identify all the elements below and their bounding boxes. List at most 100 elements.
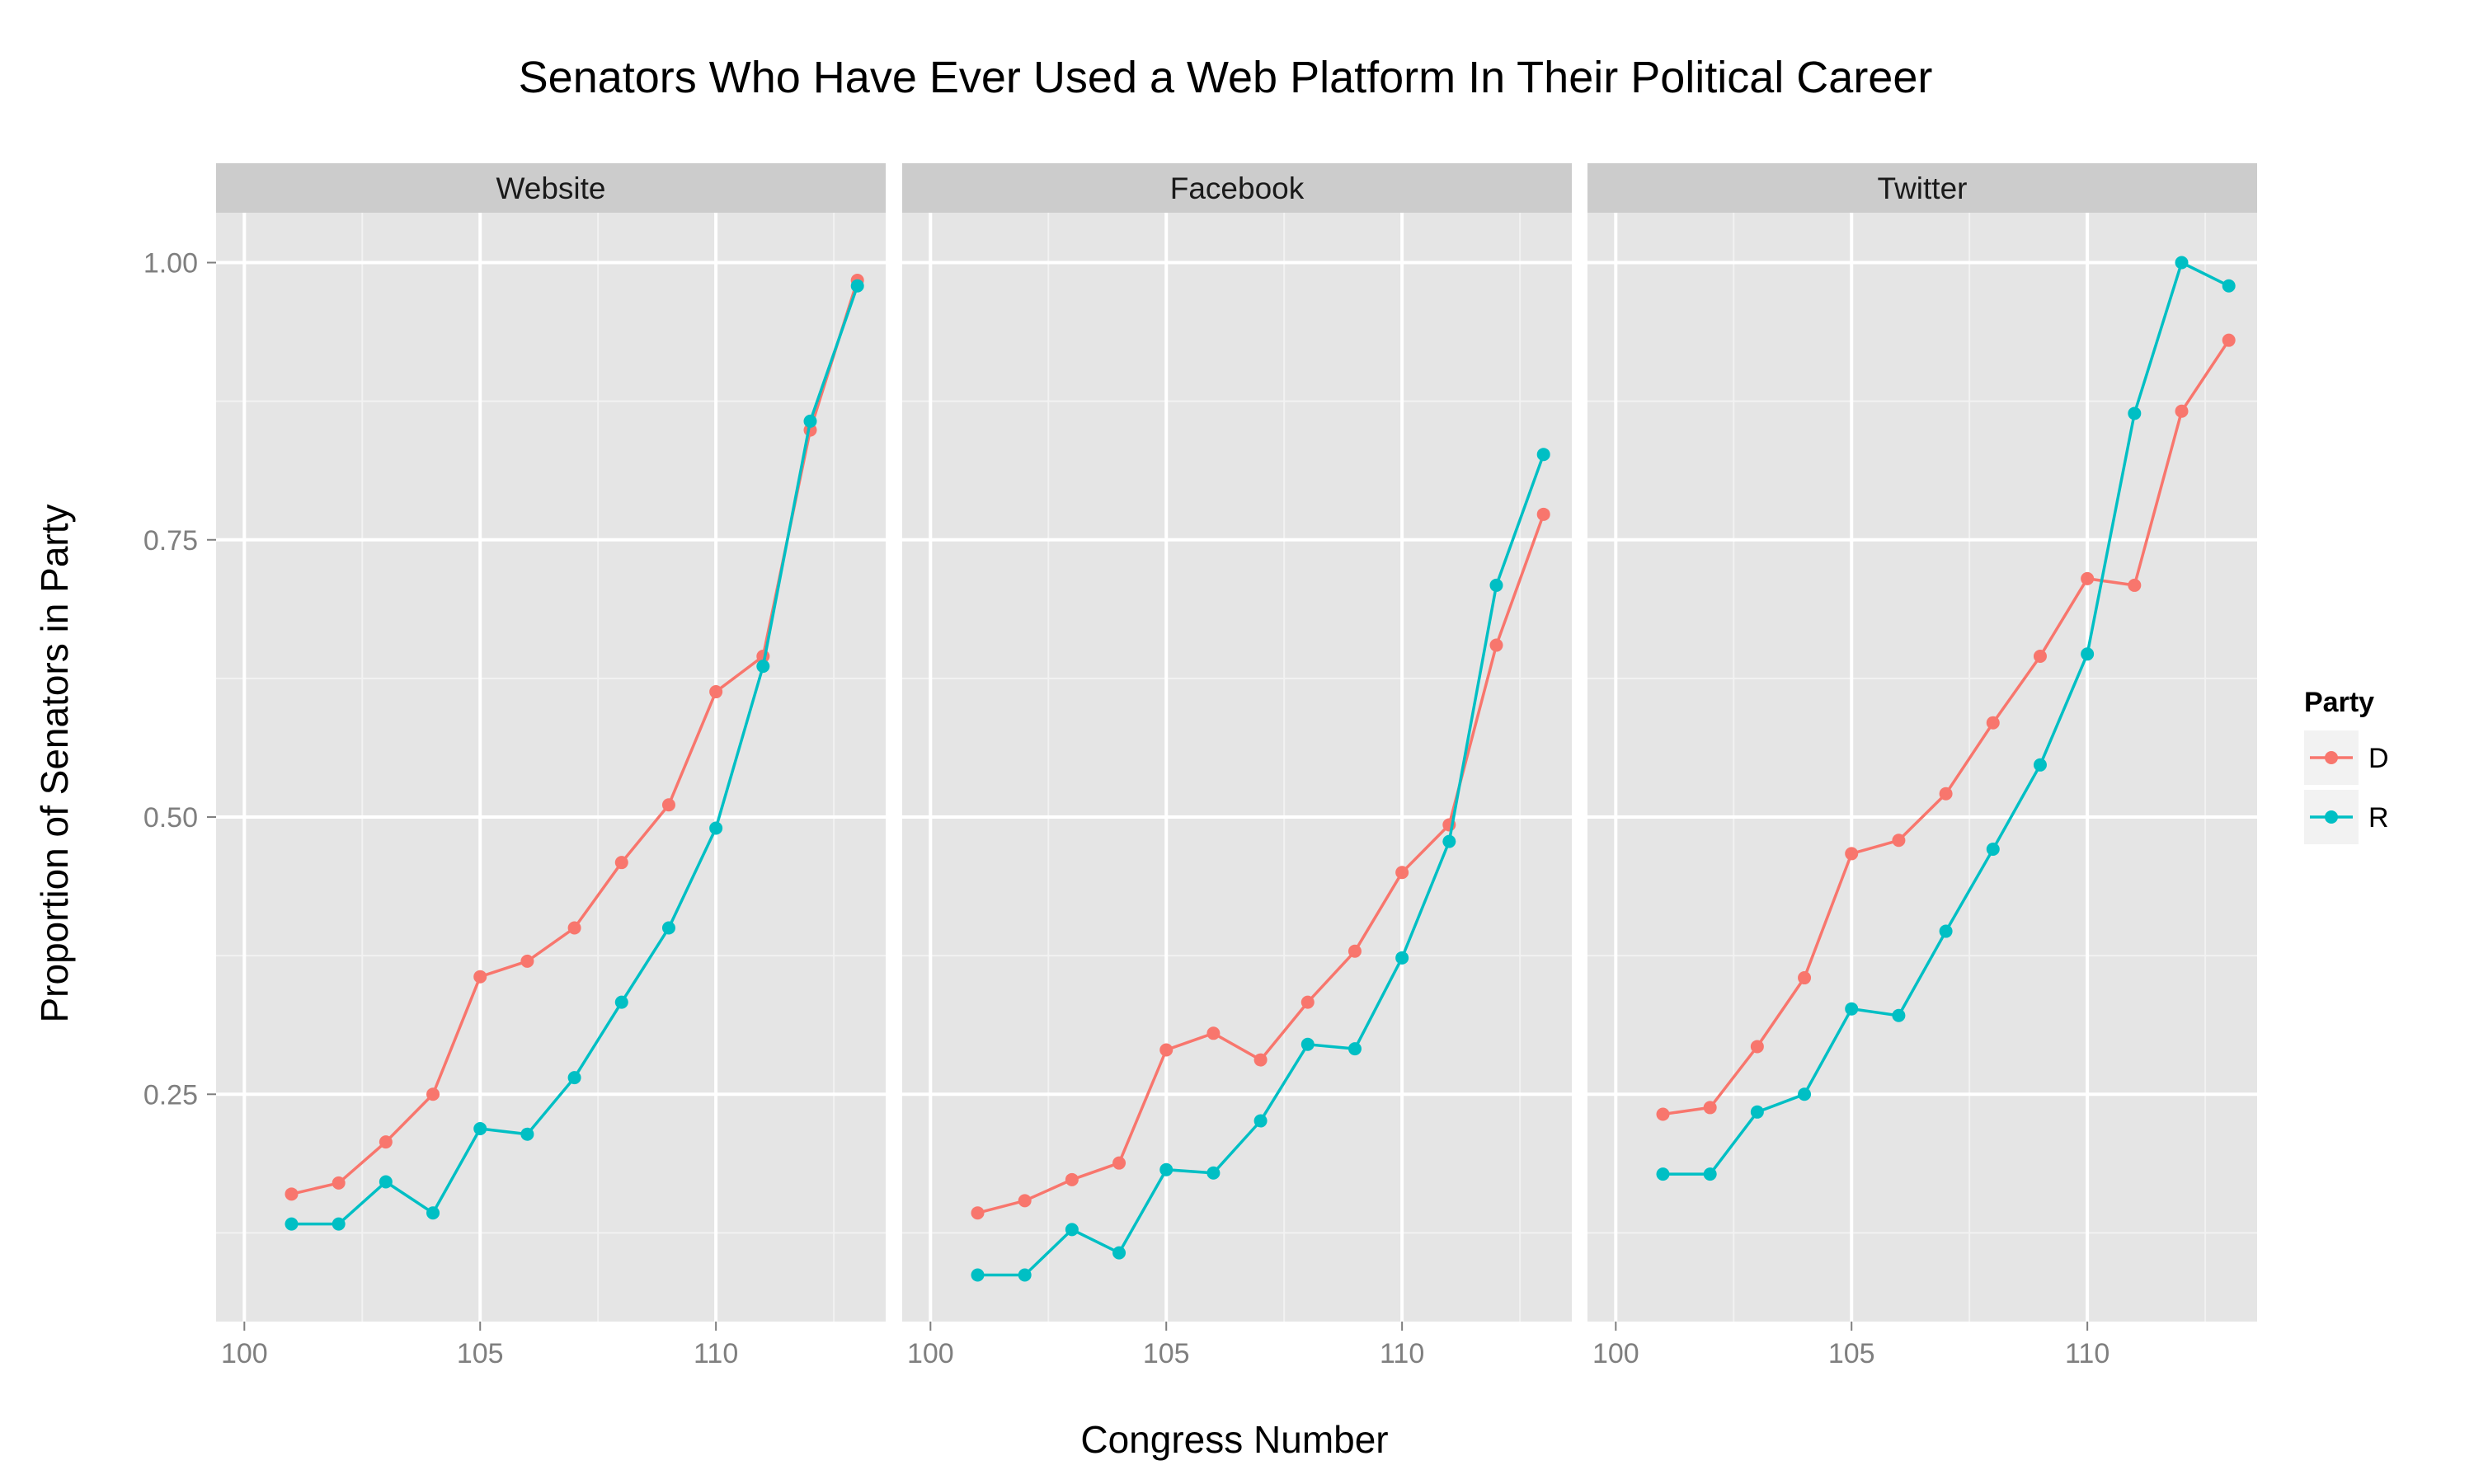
data-point-r <box>1065 1223 1079 1237</box>
data-point-r <box>709 821 723 835</box>
data-point-r <box>1018 1268 1032 1282</box>
facet-strip-label: Twitter <box>1878 171 1968 205</box>
data-point-r <box>567 1071 581 1085</box>
panel-website: Website <box>216 163 886 1322</box>
data-point-d <box>1300 995 1315 1009</box>
data-point-d <box>1206 1026 1221 1040</box>
data-point-r <box>473 1121 487 1135</box>
x-tick-label: 110 <box>1380 1338 1424 1369</box>
facet-panels: Website Facebook Twitter <box>216 163 2257 1322</box>
chart-title: Senators Who Have Ever Used a Web Platfo… <box>519 53 1933 102</box>
data-point-r <box>1536 448 1550 462</box>
data-point-d <box>1159 1043 1174 1057</box>
data-point-d <box>379 1135 393 1149</box>
data-point-r <box>1798 1087 1812 1101</box>
data-point-d <box>1536 507 1550 521</box>
x-tick-label: 100 <box>221 1338 268 1369</box>
legend-title: Party <box>2304 687 2374 718</box>
data-point-r <box>1348 1042 1362 1056</box>
data-point-d <box>1253 1053 1268 1067</box>
x-tick-label: 110 <box>2065 1338 2109 1369</box>
legend-entry-r: R <box>2304 790 2389 844</box>
y-tick-label: 1.00 <box>143 248 198 279</box>
data-point-d <box>1065 1172 1079 1186</box>
data-point-r <box>379 1175 393 1189</box>
y-axis: 0.25 0.50 0.75 1.00 <box>143 248 216 1111</box>
data-point-r <box>426 1206 440 1220</box>
data-point-d <box>971 1206 985 1220</box>
data-point-d <box>426 1087 440 1101</box>
data-point-d <box>2175 404 2189 418</box>
data-point-r <box>1489 578 1503 592</box>
data-point-r <box>1159 1162 1174 1176</box>
panel-facebook: Facebook <box>902 163 1572 1322</box>
data-point-d <box>1845 847 1859 861</box>
data-point-d <box>1395 866 1409 880</box>
y-axis-title: Proportion of Senators in Party <box>33 505 76 1023</box>
data-point-r <box>332 1217 346 1231</box>
legend: Party DR <box>2304 687 2389 844</box>
data-point-r <box>971 1268 985 1282</box>
x-tick-label: 105 <box>1143 1338 1190 1369</box>
x-axis-title: Congress Number <box>1080 1418 1388 1461</box>
data-point-r <box>1656 1167 1670 1181</box>
x-tick-label: 100 <box>907 1338 954 1369</box>
data-point-r <box>1845 1002 1859 1016</box>
facet-strip <box>902 163 1572 213</box>
legend-key-point <box>2325 810 2338 824</box>
data-point-d <box>1986 716 2000 730</box>
data-point-r <box>803 414 817 428</box>
data-point-r <box>285 1217 299 1231</box>
data-point-r <box>520 1127 534 1141</box>
data-point-d <box>473 970 487 984</box>
x-axis: 100 105 110 100 105 110 100 105 110 <box>221 1322 2109 1369</box>
data-point-r <box>2033 758 2047 772</box>
data-point-d <box>2222 333 2236 347</box>
data-point-r <box>2128 406 2142 420</box>
data-point-r <box>1112 1246 1126 1260</box>
data-point-r <box>1395 951 1409 965</box>
facet-strip <box>216 163 886 213</box>
data-point-r <box>614 995 628 1009</box>
y-tick-label: 0.75 <box>143 525 198 556</box>
data-point-d <box>1112 1156 1126 1170</box>
data-point-r <box>1703 1167 1717 1181</box>
data-point-r <box>1750 1105 1764 1119</box>
panel-twitter: Twitter <box>1587 163 2257 1322</box>
data-point-r <box>2222 279 2236 293</box>
data-point-d <box>520 954 534 968</box>
data-point-r <box>1253 1114 1268 1128</box>
data-point-d <box>332 1176 346 1190</box>
x-tick-label: 100 <box>1592 1338 1639 1369</box>
data-point-d <box>2081 571 2095 585</box>
legend-key-point <box>2325 751 2338 764</box>
data-point-d <box>2128 578 2142 592</box>
data-point-d <box>1703 1101 1717 1115</box>
data-point-r <box>850 279 864 293</box>
facet-strip-label: Facebook <box>1170 171 1305 205</box>
data-point-r <box>661 921 675 935</box>
legend-entry-d: D <box>2304 730 2389 785</box>
y-tick-label: 0.25 <box>143 1079 198 1111</box>
data-point-d <box>1489 638 1503 652</box>
panel-background <box>902 213 1572 1322</box>
y-tick-label: 0.50 <box>143 802 198 834</box>
data-point-r <box>2175 256 2189 270</box>
panel-background <box>216 213 886 1322</box>
data-point-r <box>1300 1037 1315 1051</box>
data-point-d <box>1750 1040 1764 1054</box>
facet-strip-label: Website <box>496 171 606 205</box>
facet-strip <box>1587 163 2257 213</box>
data-point-d <box>1018 1194 1032 1208</box>
data-point-r <box>756 660 770 674</box>
data-point-d <box>614 856 628 870</box>
data-point-d <box>1656 1107 1670 1121</box>
data-point-r <box>1206 1166 1221 1180</box>
legend-label: R <box>2368 802 2389 834</box>
data-point-d <box>1798 971 1812 985</box>
data-point-d <box>1892 834 1906 848</box>
data-point-d <box>285 1187 299 1201</box>
data-point-d <box>709 685 723 699</box>
data-point-d <box>567 921 581 935</box>
